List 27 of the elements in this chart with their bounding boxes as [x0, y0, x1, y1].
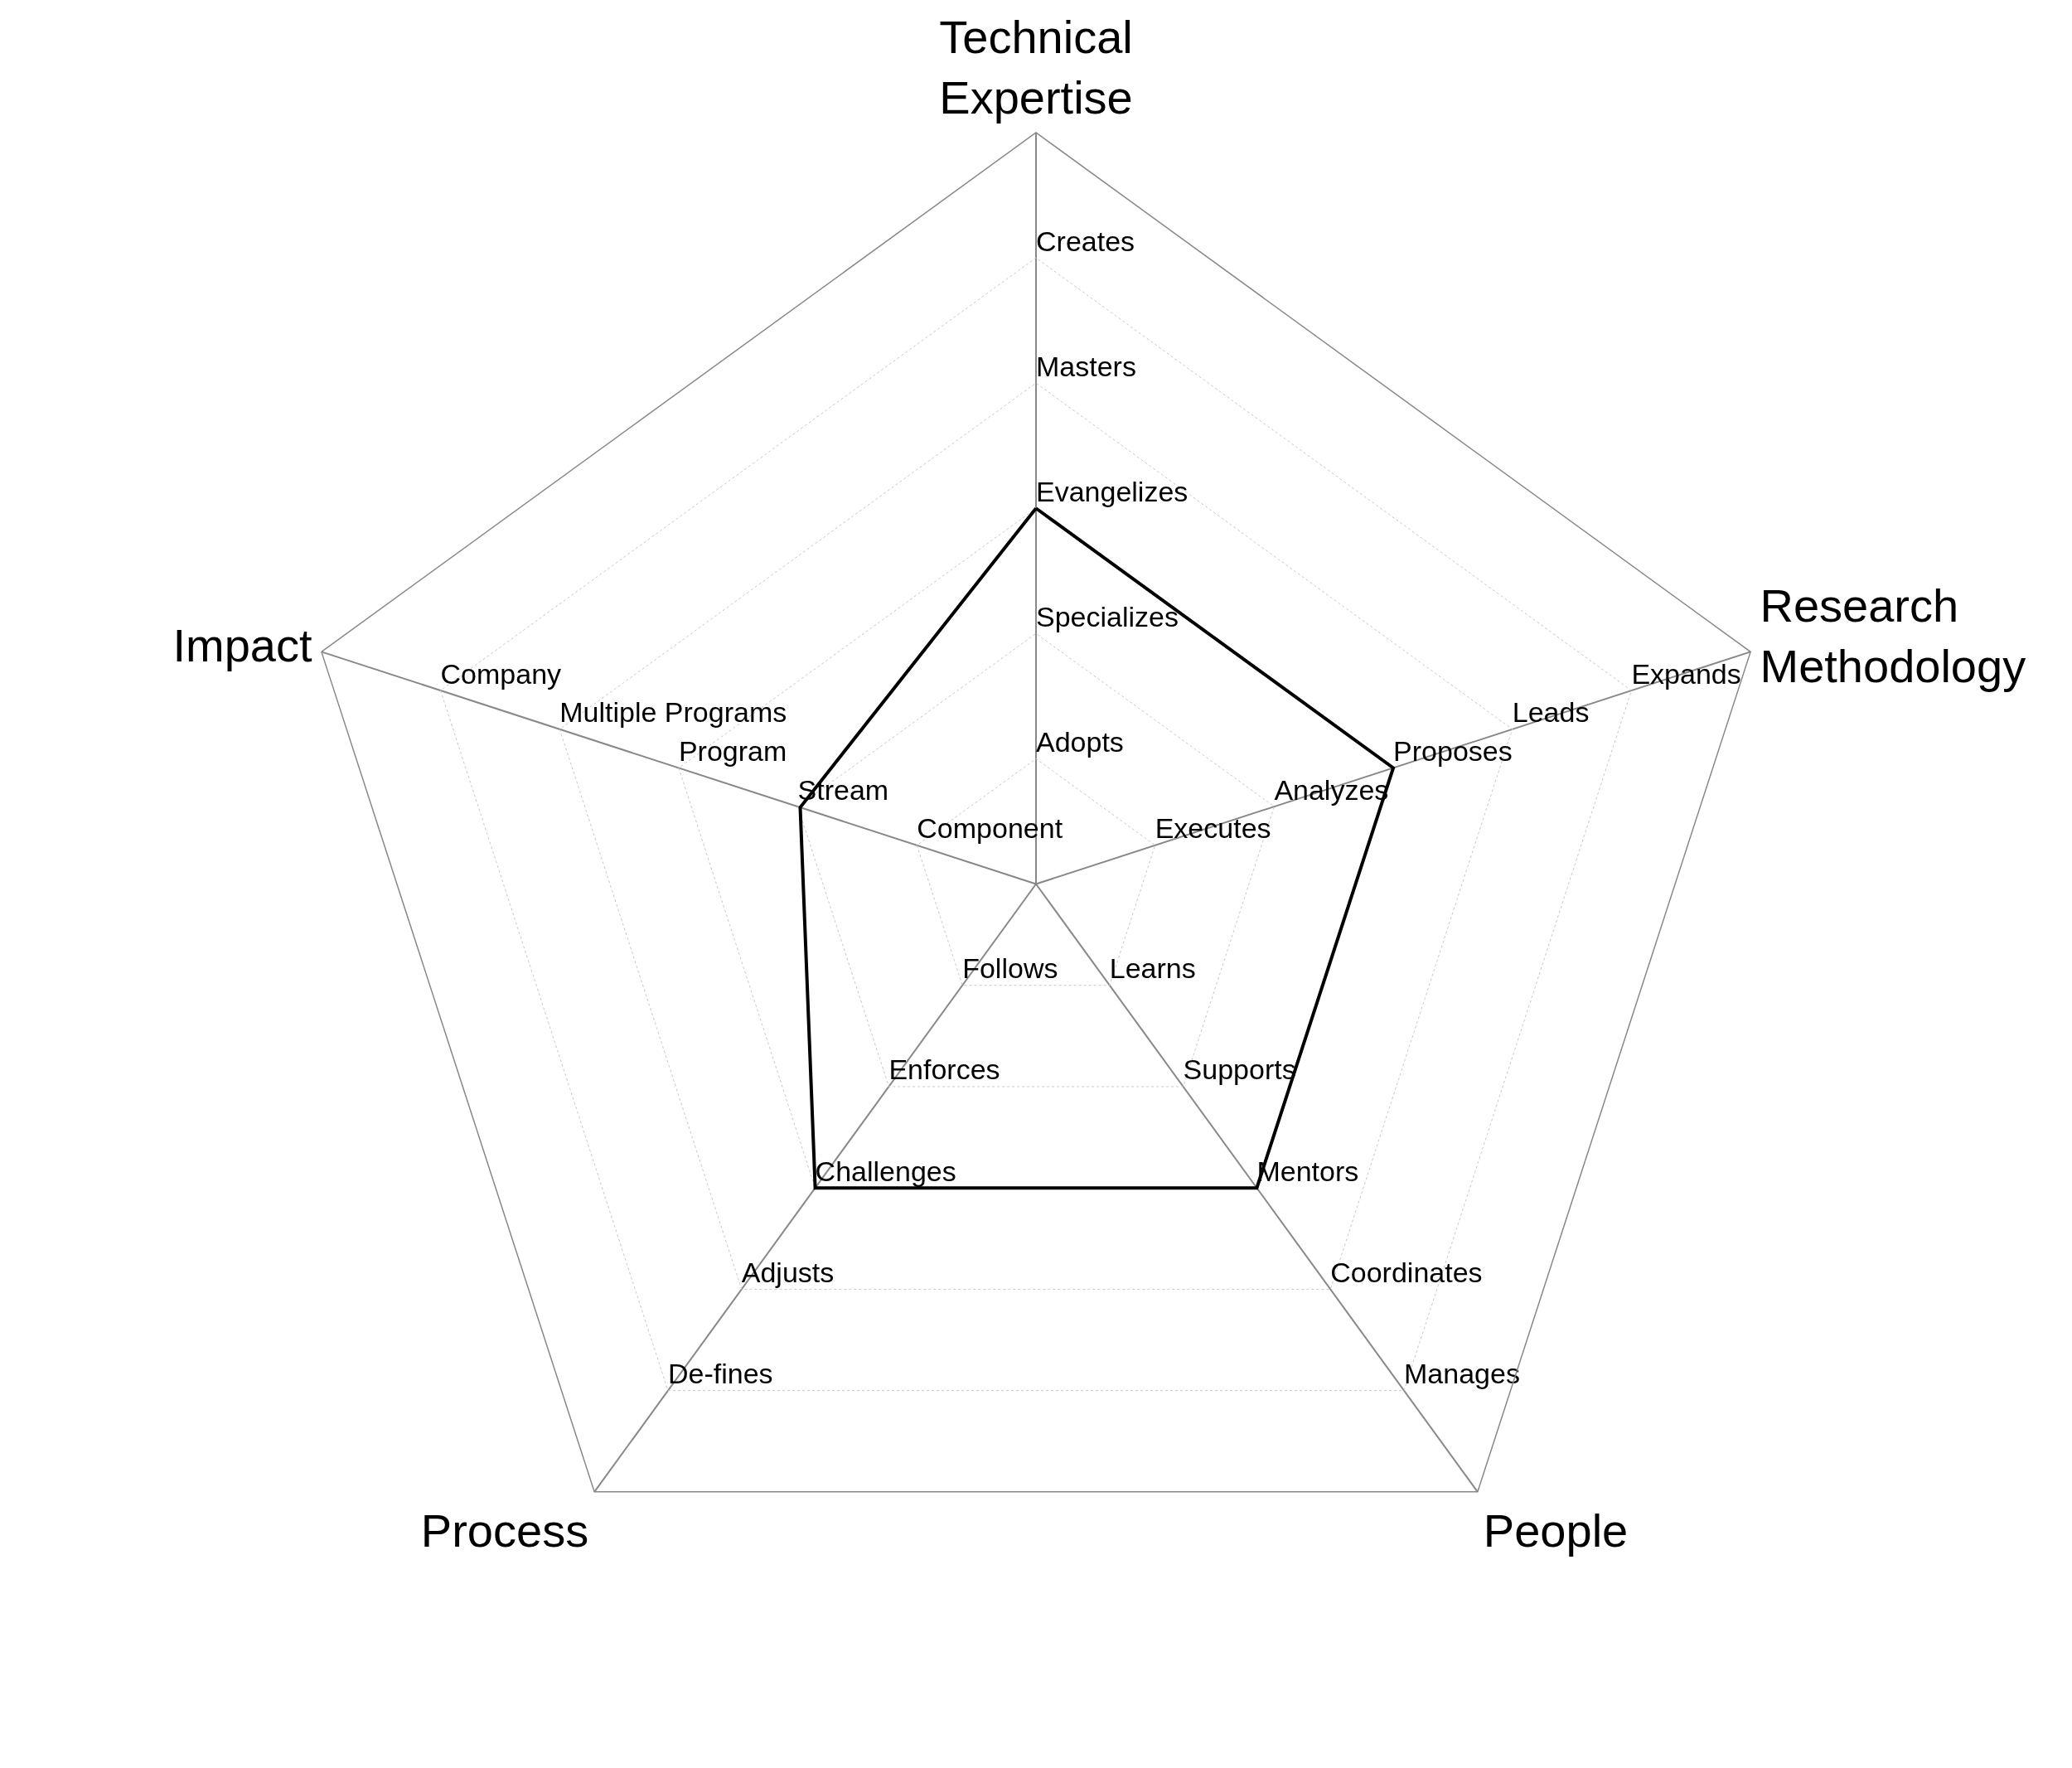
- text: Adjusts: [741, 1256, 835, 1288]
- text: Executes: [1155, 812, 1271, 845]
- text: Proposes: [1393, 734, 1513, 767]
- text: Challenges: [815, 1155, 956, 1187]
- text: De-fines: [667, 1358, 773, 1390]
- text: Coordinates: [1330, 1256, 1483, 1288]
- text: Multiple Programs: [559, 696, 787, 729]
- text: Creates: [1036, 225, 1135, 257]
- text: Masters: [1036, 350, 1136, 382]
- text: Enforces: [888, 1054, 1000, 1086]
- text: Manages: [1404, 1358, 1520, 1390]
- spoke-label: Research Methodology: [1760, 579, 2026, 693]
- text: Supports: [1183, 1054, 1296, 1086]
- spoke-label: People: [1483, 1504, 1629, 1557]
- spoke-label: Process: [420, 1504, 589, 1557]
- text: Learns: [1109, 952, 1196, 985]
- text: Component: [917, 812, 1063, 845]
- text: Evangelizes: [1036, 475, 1188, 507]
- text: Expands: [1631, 657, 1741, 690]
- text: Leads: [1512, 696, 1590, 729]
- spoke-label: Impact: [172, 618, 312, 671]
- text: Adopts: [1036, 725, 1124, 758]
- spoke-label: Technical Expertise: [939, 11, 1133, 124]
- text: Follows: [962, 952, 1058, 985]
- text: Company: [440, 657, 562, 690]
- text: Specializes: [1036, 600, 1179, 632]
- text: Program: [678, 734, 787, 767]
